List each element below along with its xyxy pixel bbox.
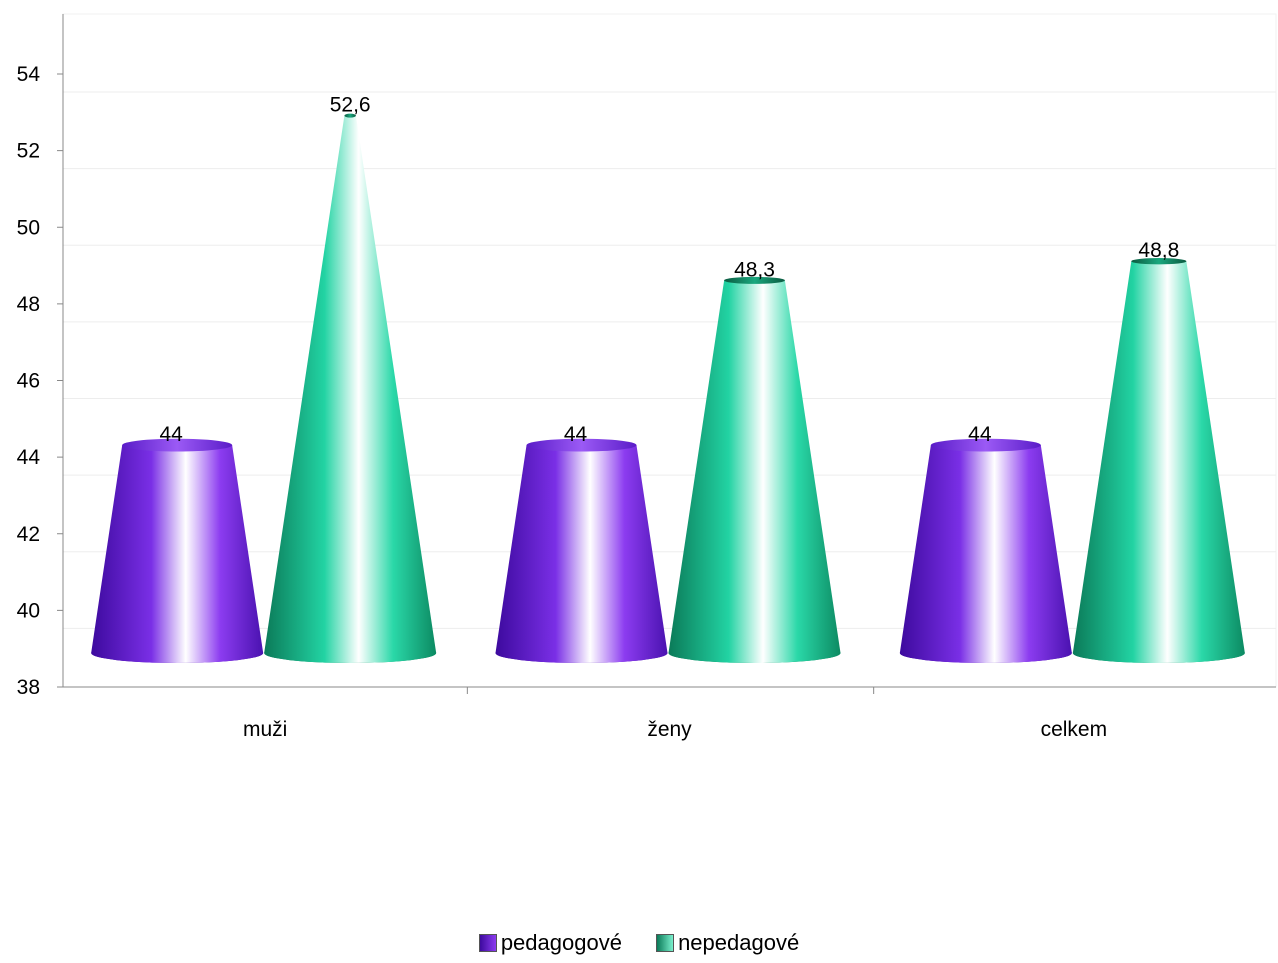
cone-body — [1072, 261, 1245, 663]
cone-nepedagove-1 — [668, 276, 841, 663]
y-tick-label: 48 — [17, 293, 40, 316]
cone-pedagogove-2 — [899, 438, 1072, 664]
y-tick-label: 42 — [17, 523, 40, 546]
labels: 44 52,6 44 48,3 44 48,8 — [159, 94, 1179, 446]
x-tick-label: muži — [243, 718, 287, 741]
legend-swatch-pedagogove — [478, 934, 497, 952]
x-tick-label: celkem — [1041, 718, 1108, 741]
y-tick-label: 52 — [17, 140, 40, 163]
legend-item-nepedagove: nepedagové — [656, 930, 799, 956]
data-label: 52,6 — [330, 94, 371, 117]
cone-nepedagove-0 — [264, 113, 437, 663]
y-tick-label: 46 — [17, 370, 40, 393]
data-label: 48,8 — [1138, 239, 1179, 262]
x-tick-label: ženy — [647, 718, 692, 741]
legend-swatch-nepedagove — [656, 934, 675, 952]
cone-pedagogove-1 — [495, 438, 668, 663]
cone-top — [122, 438, 233, 452]
cone-top — [930, 438, 1041, 452]
cones — [91, 113, 1245, 664]
data-label: 44 — [159, 423, 183, 446]
axes: 38 40 42 44 46 48 50 52 54 muži ženy celkem — [17, 14, 1276, 741]
data-label: 44 — [968, 423, 992, 446]
y-tick-label: 50 — [17, 216, 40, 239]
cone-top — [344, 113, 356, 118]
cone-pedagogove-0 — [91, 438, 264, 663]
y-tick-label: 40 — [17, 599, 40, 622]
cone-body — [91, 445, 264, 663]
legend-label-nepedagove: nepedagové — [678, 930, 800, 955]
cone-body — [899, 445, 1072, 664]
cone-body — [495, 445, 668, 663]
data-label: 44 — [564, 423, 588, 446]
y-tick-label: 44 — [17, 446, 41, 469]
legend: pedagogové nepedagové — [0, 930, 1278, 958]
cone-top — [526, 438, 637, 452]
cone-body — [668, 280, 841, 663]
cone-top — [724, 276, 785, 284]
y-tick-label: 38 — [17, 676, 40, 699]
legend-label-pedagogove: pedagogové — [500, 930, 622, 955]
cone-nepedagove-2 — [1072, 258, 1245, 663]
data-label: 48,3 — [734, 258, 775, 281]
legend-item-pedagogove: pedagogové — [478, 930, 622, 956]
y-tick-label: 54 — [17, 63, 41, 86]
cone-top — [1131, 258, 1187, 265]
cone-body — [264, 115, 437, 663]
